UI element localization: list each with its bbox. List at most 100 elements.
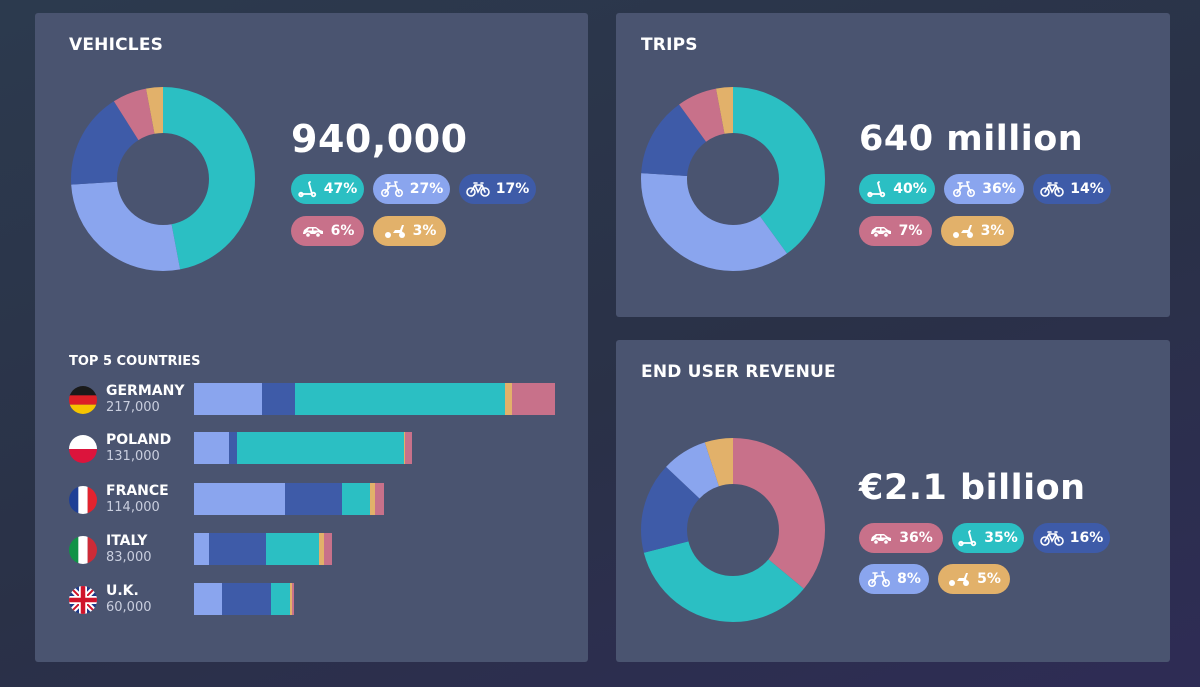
bar-segment-scooter [295,383,506,415]
car-icon [301,223,325,239]
trips-legend-pill-scooter: 40% [859,174,935,204]
revenue-slice-motor-scooter [641,438,825,622]
bar-segment-motor-scooter [290,583,293,615]
bar-segment-scooter [270,583,291,615]
vehicles-legend-pill-car: 6% [291,216,364,246]
trips-slice-motor-scooter [641,87,825,271]
trips-legend-pill-bike: 14% [1033,174,1111,204]
moped-icon [952,180,976,198]
vehicles-legend-pill-bike: 17% [459,174,536,204]
bar-segment-motor-scooter [370,483,376,515]
bar-segment-car [292,583,294,615]
kick-scooter-icon [958,529,978,547]
bar-segment-bike [228,432,238,464]
revenue-legend-pill-motor-scooter: 5% [938,564,1010,594]
bicycle-icon [1039,529,1064,547]
country-stacked-bar [194,483,384,515]
motor-scooter-icon [951,222,975,240]
bicycle-icon [1040,180,1065,198]
country-value: 60,000 [106,600,152,615]
moped-icon [867,570,891,588]
country-value: 131,000 [106,449,160,464]
trips-legend-pill-moped: 36% [944,174,1024,204]
bar-segment-car [511,383,555,415]
moped-icon [380,180,404,198]
revenue-slice-bike [641,438,825,622]
legend-pill-label: 47% [323,181,358,197]
country-value: 114,000 [106,500,160,515]
country-value: 83,000 [106,550,152,565]
uk-flag-icon [69,586,97,614]
germany-flag-icon [69,386,97,414]
trips-donut-chart [641,87,825,271]
bar-segment-scooter [237,432,404,464]
bar-segment-bike [208,533,266,565]
revenue-total: €2.1 billion [859,468,1086,508]
bar-segment-motor-scooter [318,533,324,565]
legend-pill-label: 17% [495,181,530,197]
legend-pill-label: 3% [412,223,437,239]
revenue-legend-pill-scooter: 35% [952,523,1024,553]
bar-segment-scooter [342,483,371,515]
vehicles-slice-moped [71,87,255,271]
legend-pill-label: 6% [330,223,355,239]
country-stacked-bar [194,432,412,464]
vehicles-donut-chart [71,87,255,271]
trips-card: TRIPS 640 million 40% 36% 14% 7% 3% [616,13,1170,317]
bar-segment-moped [194,483,286,515]
bar-segment-motor-scooter [505,383,512,415]
bar-segment-bike [222,583,271,615]
trips-title: TRIPS [641,35,698,55]
motor-scooter-icon [383,222,407,240]
country-row: ITALY 83,000 [69,533,333,567]
legend-pill-label: 27% [409,181,444,197]
bicycle-icon [465,180,490,198]
bar-segment-moped [194,583,223,615]
bar-segment-motor-scooter [403,432,406,464]
country-row: GERMANY 217,000 [69,383,555,417]
country-name: FRANCE [106,483,169,499]
legend-pill-label: 16% [1069,530,1104,546]
legend-pill-label: 7% [898,223,923,239]
vehicles-total: 940,000 [291,117,468,161]
bar-segment-scooter [265,533,319,565]
countries-title: TOP 5 COUNTRIES [69,354,201,369]
vehicles-title: VEHICLES [69,35,164,55]
legend-pill-label: 5% [977,571,1001,587]
revenue-card: END USER REVENUE €2.1 billion 36% 35% 16% 8… [616,340,1170,662]
motor-scooter-icon [947,570,971,588]
legend-pill-label: 35% [984,530,1018,546]
country-name: GERMANY [106,383,185,399]
legend-pill-label: 36% [982,181,1016,197]
car-icon [869,223,893,239]
country-name: ITALY [106,533,148,549]
france-flag-icon [69,486,97,514]
trips-legend-pill-motor-scooter: 3% [941,216,1014,246]
bar-segment-moped [194,383,263,415]
kick-scooter-icon [867,180,887,198]
legend-pill-label: 14% [1070,181,1104,197]
poland-flag-icon [69,435,97,463]
country-name: U.K. [106,583,139,599]
legend-pill-label: 3% [980,223,1005,239]
trips-slice-moped [641,87,825,271]
vehicles-legend-pill-motor-scooter: 3% [373,216,446,246]
bar-segment-bike [262,383,296,415]
legend-pill-label: 40% [893,181,927,197]
revenue-legend-pill-bike: 16% [1033,523,1110,553]
legend-pill-label: 8% [897,571,921,587]
revenue-title: END USER REVENUE [641,362,836,382]
vehicles-legend-pill-scooter: 47% [291,174,364,204]
country-stacked-bar [194,583,294,615]
country-row: POLAND 131,000 [69,432,412,466]
bar-segment-bike [285,483,343,515]
bar-segment-moped [194,432,229,464]
vehicles-slice-motor-scooter [71,87,255,271]
vehicles-card: VEHICLES 940,000 47% 27% 17% 6% 3% TOP 5 COU… [35,13,588,662]
bar-segment-car [375,483,384,515]
country-row: FRANCE 114,000 [69,483,384,517]
trips-total: 640 million [859,119,1084,159]
country-stacked-bar [194,533,333,565]
bar-segment-car [323,533,333,565]
revenue-legend-pill-moped: 8% [859,564,929,594]
